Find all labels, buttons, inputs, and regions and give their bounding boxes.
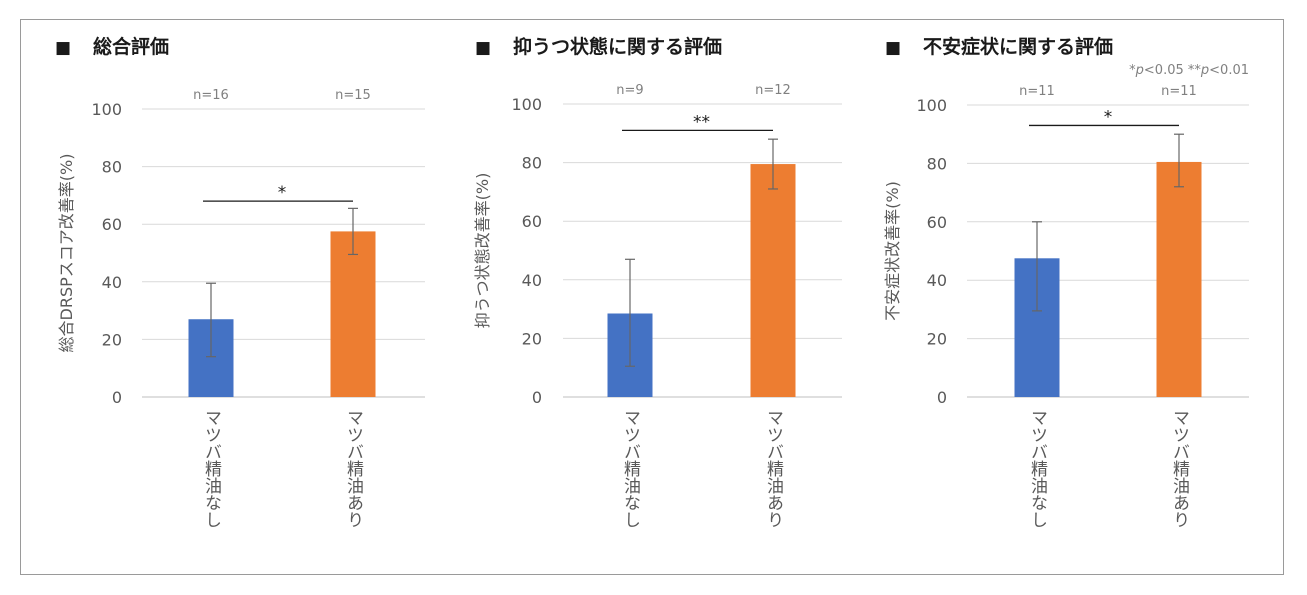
y-tick-label: 80 — [927, 154, 947, 173]
title-marker: ■ — [475, 38, 491, 58]
y-tick-label: 0 — [112, 388, 122, 407]
n-label: n=11 — [1019, 84, 1055, 99]
chart-title: 抑うつ状態に関する評価 — [513, 35, 722, 58]
y-tick-label: 100 — [916, 96, 947, 115]
y-tick-label: 40 — [102, 273, 122, 292]
y-tick-label: 60 — [102, 215, 122, 234]
significance-marker: ** — [693, 112, 710, 132]
figure-frame — [20, 19, 1284, 575]
y-axis-label: 不安症状改善率(%) — [883, 181, 902, 321]
y-tick-label: 40 — [522, 271, 542, 290]
pvalue-note: *p<0.05 **p<0.01 — [1129, 63, 1249, 78]
chart-title: 総合評価 — [93, 35, 169, 58]
title-marker: ■ — [885, 38, 901, 58]
bar-with-oil — [1156, 161, 1202, 397]
chart-panel-1: ■ 総合評価 0 20 40 60 80 100 総合DRSPスコア改善率(%) n=16 マツバ精… — [55, 35, 425, 528]
significance-marker: * — [278, 183, 287, 203]
n-label: n=11 — [1161, 84, 1197, 99]
title-marker: ■ — [55, 38, 71, 58]
category-label: マツバ精油なし — [201, 409, 222, 528]
n-label: n=15 — [335, 88, 371, 103]
y-tick-label: 20 — [102, 330, 122, 349]
y-axis-label: 総合DRSPスコア改善率(%) — [57, 154, 76, 353]
category-label: マツバ精油なし — [620, 409, 641, 528]
y-tick-label: 0 — [532, 388, 542, 407]
category-label: マツバ精油なし — [1027, 409, 1048, 528]
y-tick-label: 80 — [522, 154, 542, 173]
bar-with-oil — [750, 164, 796, 397]
y-tick-label: 60 — [927, 213, 947, 232]
y-tick-label: 20 — [927, 330, 947, 349]
bar-with-oil — [330, 231, 376, 397]
n-label: n=12 — [755, 83, 791, 98]
chart-panel-2: ■ 抑うつ状態に関する評価 0 20 40 60 80 100 抑うつ状態改善率(%) n=9 マツ… — [473, 35, 842, 528]
y-axis-label: 抑うつ状態改善率(%) — [473, 173, 492, 329]
y-tick-label: 100 — [511, 95, 542, 114]
n-label: n=9 — [616, 83, 643, 98]
category-label: マツバ精油あり — [763, 409, 784, 528]
chart-panel-3: ■ 不安症状に関する評価 0 20 40 60 80 100 不安症状改善率(%) n=11 マツバ… — [883, 35, 1249, 528]
y-tick-label: 80 — [102, 158, 122, 177]
n-label: n=16 — [193, 88, 229, 103]
y-tick-label: 100 — [91, 100, 122, 119]
category-label: マツバ精油あり — [343, 409, 364, 528]
y-tick-label: 0 — [937, 388, 947, 407]
significance-marker: * — [1104, 107, 1113, 127]
y-tick-label: 20 — [522, 329, 542, 348]
y-tick-label: 60 — [522, 212, 542, 231]
y-tick-label: 40 — [927, 271, 947, 290]
chart-title: 不安症状に関する評価 — [923, 35, 1113, 58]
category-label: マツバ精油あり — [1169, 409, 1190, 528]
